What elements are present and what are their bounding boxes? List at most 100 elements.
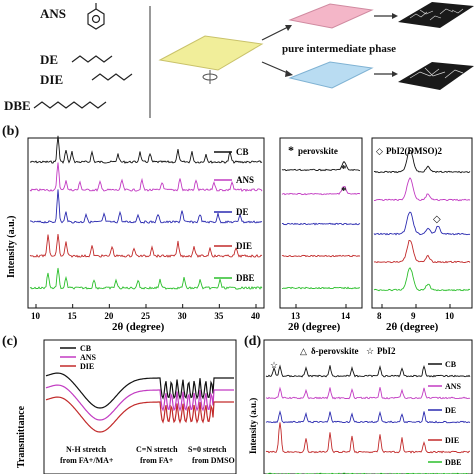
perovskite-marker-ans: * bbox=[341, 185, 347, 197]
zoom1-x-axis-label: 2θ (degree) bbox=[288, 321, 341, 333]
trace-ans bbox=[29, 162, 263, 192]
zoom1-plot-frame bbox=[279, 137, 363, 309]
zoom1-x-ticks: 13 14 bbox=[291, 304, 351, 321]
y-axis-label: Intensity (a.u.) bbox=[6, 215, 17, 278]
ans-molecule-icon bbox=[87, 3, 105, 30]
main-traces bbox=[29, 135, 263, 290]
ftir-legend-label-die: DIE bbox=[80, 362, 94, 371]
legend-label-dbe: DBE bbox=[236, 273, 255, 283]
x-tick-label: 9 bbox=[411, 311, 416, 321]
panel-c-label: (c) bbox=[2, 334, 18, 349]
ftir-plot-frame bbox=[43, 339, 237, 474]
trace-die bbox=[29, 233, 263, 258]
solvent-label-ans: ANS bbox=[40, 6, 67, 21]
x-tick-label: 10 bbox=[445, 311, 455, 321]
zoom2-marker: ◇ bbox=[376, 146, 383, 156]
x-axis-label: 2θ (degree) bbox=[112, 321, 165, 333]
solvent-label-dbe: DBE bbox=[4, 98, 31, 113]
xrd-d-legend-label-dbe: DBE bbox=[445, 458, 461, 467]
legend-label-de: DE bbox=[236, 207, 249, 217]
panel-d-label: (d) bbox=[244, 334, 262, 349]
perovskite-marker-cb: * bbox=[341, 163, 347, 175]
ftir-legend-label-cb: CB bbox=[80, 344, 92, 353]
xrd-d-trace-die bbox=[265, 422, 471, 454]
dark-film-bottom bbox=[398, 62, 474, 90]
xrd-d-trace-cb bbox=[265, 364, 471, 378]
panel-b-chart: CB ANS DE DIE DBE 10 15 20 25 30 35 40 13 14 8 9 10 *… bbox=[6, 135, 473, 333]
zoom2-trace-de bbox=[373, 211, 471, 236]
x-tick-label: 25 bbox=[141, 311, 151, 321]
zoom1-trace-dbe bbox=[282, 286, 361, 290]
xrd-d-legend: CB ANS DE DIE DBE bbox=[428, 360, 462, 467]
annotation-cn-line2: from FA+ bbox=[140, 456, 174, 465]
middle-label: pure intermediate phase bbox=[282, 43, 397, 55]
ftir-trace-cb bbox=[45, 372, 234, 409]
arrow-up-head bbox=[285, 25, 292, 31]
blue-film bbox=[288, 61, 374, 89]
main-legend: CB ANS DE DIE DBE bbox=[214, 147, 255, 283]
yellow-film bbox=[158, 35, 264, 71]
delta-perovskite-legend: δ-perovskite bbox=[311, 346, 359, 356]
panel-d-chart: CB ANS DE DIE DBE △ δ-perovskite ☆ PbI2 ☆ In… bbox=[248, 339, 473, 474]
de-molecule-icon bbox=[71, 55, 113, 63]
spin-arrow-icon bbox=[202, 73, 218, 81]
x-tick-label: 14 bbox=[341, 311, 351, 321]
legend-label-die: DIE bbox=[236, 241, 252, 251]
pbi2-legend: PbI2 bbox=[377, 346, 396, 356]
panel-a-schematic bbox=[33, 2, 474, 118]
panel-b-label: (b) bbox=[2, 124, 20, 139]
star-marker: ☆ bbox=[366, 346, 374, 356]
zoom2-legend: PbI2(DMSO)2 bbox=[386, 146, 442, 156]
main-plot-frame bbox=[27, 137, 265, 309]
ftir-traces bbox=[45, 372, 234, 433]
xrd-d-legend-label-ans: ANS bbox=[445, 382, 462, 391]
x-tick-label: 20 bbox=[104, 311, 114, 321]
annotation-nh-line1: N-H stretch bbox=[66, 445, 107, 454]
zoom2-trace-dbe bbox=[373, 267, 471, 292]
annotation-so-line2: from DMSO bbox=[192, 456, 235, 465]
zoom1-trace-cb bbox=[281, 160, 361, 172]
arrow-right-top-head bbox=[392, 13, 398, 19]
grain-pattern-top bbox=[409, 8, 464, 21]
xrd-d-plot-frame bbox=[263, 339, 473, 474]
zoom2-x-ticks: 8 9 10 bbox=[377, 304, 455, 321]
zoom2-trace-die bbox=[373, 240, 471, 264]
arrow-down bbox=[261, 61, 291, 75]
zoom2-trace-cb bbox=[373, 150, 471, 174]
arrow-down-head bbox=[285, 70, 293, 77]
legend-label-cb: CB bbox=[236, 147, 249, 157]
zoom2-trace-ans bbox=[373, 177, 471, 202]
zoom1-marker: * bbox=[288, 143, 294, 157]
x-tick-label: 10 bbox=[31, 311, 41, 321]
annotation-nh-line2: from FA+/MA+ bbox=[60, 456, 114, 465]
zoom1-trace-ans bbox=[281, 185, 361, 196]
zoom1-traces bbox=[281, 160, 361, 290]
x-tick-label: 8 bbox=[377, 311, 382, 321]
trace-dbe bbox=[29, 267, 263, 290]
x-tick-label: 15 bbox=[68, 311, 78, 321]
zoom2-plot-frame bbox=[371, 137, 473, 309]
trace-cb bbox=[29, 135, 263, 164]
annotation-so-line1: S=0 stretch bbox=[188, 445, 227, 454]
xrd-d-trace-de bbox=[265, 410, 471, 424]
x-tick-label: 35 bbox=[214, 311, 224, 321]
xrd-d-legend-label-de: DE bbox=[445, 406, 456, 415]
dbe-molecule-icon bbox=[33, 101, 107, 109]
xrd-d-legend-label-die: DIE bbox=[445, 436, 459, 445]
trace-de bbox=[29, 189, 263, 224]
ftir-legend-label-ans: ANS bbox=[80, 353, 97, 362]
zoom1-trace-de bbox=[281, 222, 361, 226]
solvent-label-de: DE bbox=[40, 52, 59, 67]
panel-a: ANS DE DIE DBE pure intermediate phase bbox=[0, 0, 474, 125]
ftir-trace-ans bbox=[45, 384, 234, 421]
zoom2-x-axis-label: 2θ (degree) bbox=[386, 321, 439, 333]
zoom1-trace-die bbox=[281, 254, 361, 258]
xrd-d-y-axis-label: Intensity (a.u.) bbox=[248, 398, 258, 454]
main-x-ticks: 10 15 20 25 30 35 40 bbox=[31, 304, 261, 321]
ftir-y-axis-label: Transmittance bbox=[16, 405, 27, 468]
pbi2-star-marker: ☆ bbox=[270, 360, 278, 370]
pbi2-dmso-marker-de: ◇ bbox=[433, 214, 441, 225]
arrow-right-bottom-head bbox=[392, 71, 398, 77]
